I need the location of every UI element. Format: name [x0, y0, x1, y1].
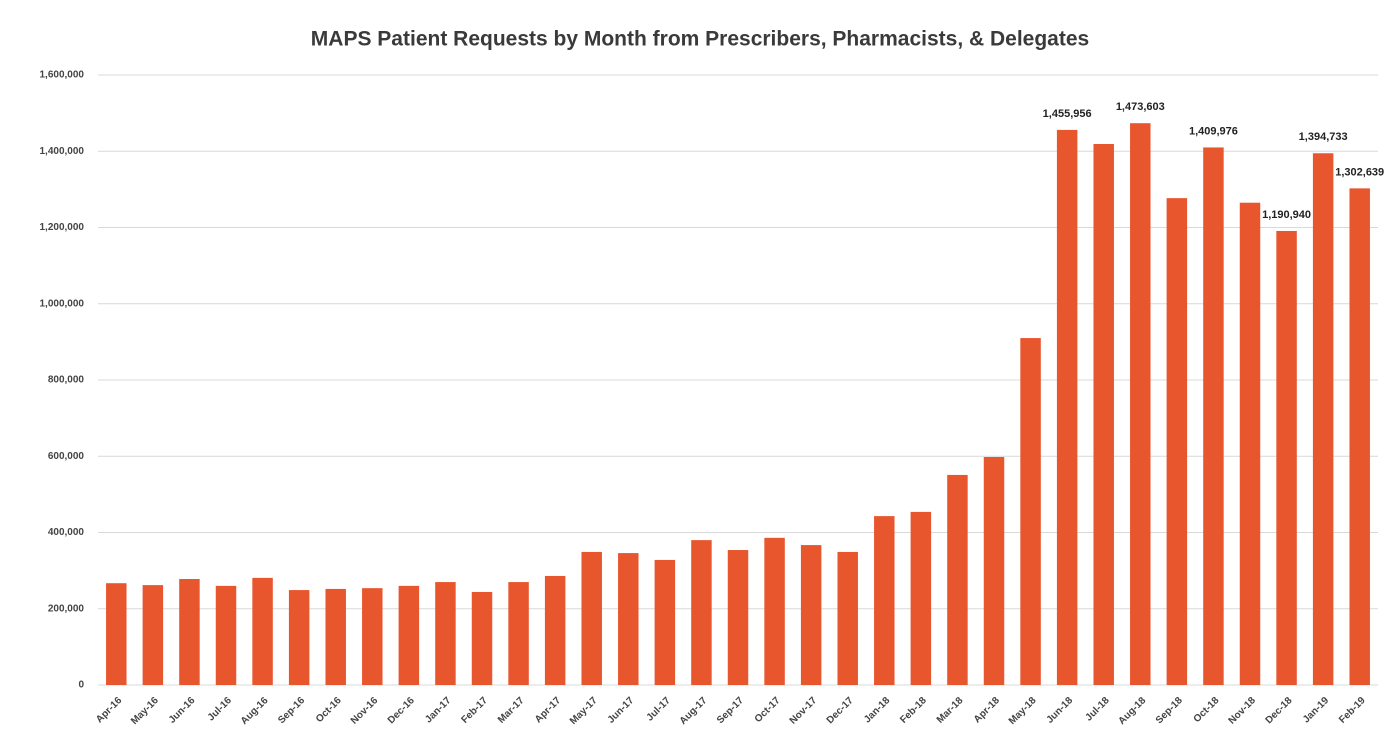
bar	[398, 585, 420, 685]
x-tick-label: Nov-17	[788, 695, 820, 727]
bar	[1130, 123, 1151, 686]
x-tick-label: Sep-16	[276, 695, 307, 726]
x-tick-label: Jan-18	[862, 695, 892, 725]
bar	[800, 545, 822, 685]
x-tick-label: Jun-17	[606, 695, 637, 726]
x-tick-label: Dec-16	[386, 695, 417, 726]
bar	[837, 551, 858, 685]
x-tick-label: Jul-17	[645, 695, 674, 724]
bar	[947, 474, 968, 685]
bar	[544, 575, 566, 685]
x-tick-label: Nov-18	[1227, 695, 1259, 727]
bar	[362, 588, 383, 685]
x-tick-label: Oct-18	[1192, 695, 1222, 725]
x-tick-label: Sep-17	[715, 695, 746, 726]
bar	[1276, 230, 1297, 685]
x-tick-label: Mar-18	[935, 695, 966, 726]
value-label: 1,473,603	[1116, 101, 1165, 113]
x-tick-label: Jul-18	[1083, 695, 1112, 724]
y-tick-label: 600,000	[48, 451, 85, 462]
x-tick-label: May-17	[568, 695, 600, 727]
x-tick-label: Sep-18	[1154, 695, 1185, 726]
value-label: 1,190,940	[1262, 209, 1311, 221]
x-tick-label: Apr-16	[94, 695, 124, 725]
bar	[471, 591, 493, 685]
bar	[435, 582, 456, 685]
bar	[106, 583, 127, 685]
bar	[1020, 338, 1041, 685]
y-tick-label: 1,200,000	[40, 222, 85, 233]
x-tick-label: Oct-17	[753, 695, 783, 725]
y-tick-label: 200,000	[48, 603, 85, 614]
bar	[1349, 188, 1370, 685]
x-tick-label: Feb-19	[1337, 695, 1368, 726]
x-tick-label: Aug-18	[1117, 695, 1149, 727]
value-label: 1,302,639	[1335, 166, 1384, 178]
x-tick-label: Dec-18	[1264, 695, 1295, 726]
x-tick-label: Aug-16	[239, 695, 271, 727]
bar	[581, 551, 602, 685]
x-tick-label: Apr-18	[972, 695, 1002, 725]
value-label: 1,409,976	[1189, 125, 1238, 137]
x-tick-label: Aug-17	[678, 695, 710, 727]
value-label: 1,394,733	[1299, 131, 1348, 143]
x-tick-label: Jan-19	[1301, 695, 1331, 725]
y-tick-label: 1,600,000	[40, 70, 85, 81]
y-tick-label: 400,000	[48, 527, 85, 538]
bar	[215, 585, 237, 685]
x-tick-label: Feb-18	[898, 695, 929, 726]
bar	[1239, 202, 1261, 685]
bar	[618, 553, 639, 685]
chart-title: MAPS Patient Requests by Month from Pres…	[311, 28, 1089, 51]
value-label: 1,455,956	[1043, 108, 1092, 120]
y-tick-label: 1,000,000	[40, 298, 85, 309]
bar	[764, 537, 785, 685]
bar	[252, 577, 273, 685]
x-tick-label: Apr-17	[533, 695, 563, 725]
bar	[325, 588, 346, 685]
bar	[1312, 153, 1334, 685]
bar	[983, 457, 1005, 685]
bar	[508, 582, 529, 685]
x-tick-label: Jun-16	[167, 695, 198, 726]
bar	[874, 516, 895, 685]
bar	[654, 559, 676, 685]
x-tick-label: Dec-17	[825, 695, 856, 726]
bar	[179, 579, 200, 685]
bar	[1166, 198, 1188, 686]
bar	[1093, 144, 1114, 686]
x-tick-label: Oct-16	[314, 695, 344, 725]
bar	[1203, 147, 1224, 685]
y-tick-label: 800,000	[48, 375, 85, 386]
y-tick-label: 1,400,000	[40, 146, 85, 157]
x-tick-label: Nov-16	[349, 695, 381, 727]
x-tick-label: Mar-17	[496, 695, 527, 726]
y-tick-label: 0	[78, 680, 84, 691]
x-tick-label: Jul-16	[206, 695, 235, 724]
bar	[1056, 129, 1078, 686]
x-tick-label: Jun-18	[1045, 695, 1076, 726]
bar	[142, 585, 164, 685]
bar	[691, 540, 712, 685]
bar	[910, 511, 932, 685]
bar	[288, 590, 310, 685]
x-tick-label: Feb-17	[459, 695, 490, 726]
bar	[727, 550, 749, 685]
x-tick-label: May-18	[1007, 695, 1039, 727]
x-tick-label: May-16	[129, 695, 161, 727]
x-tick-label: Jan-17	[423, 695, 453, 725]
